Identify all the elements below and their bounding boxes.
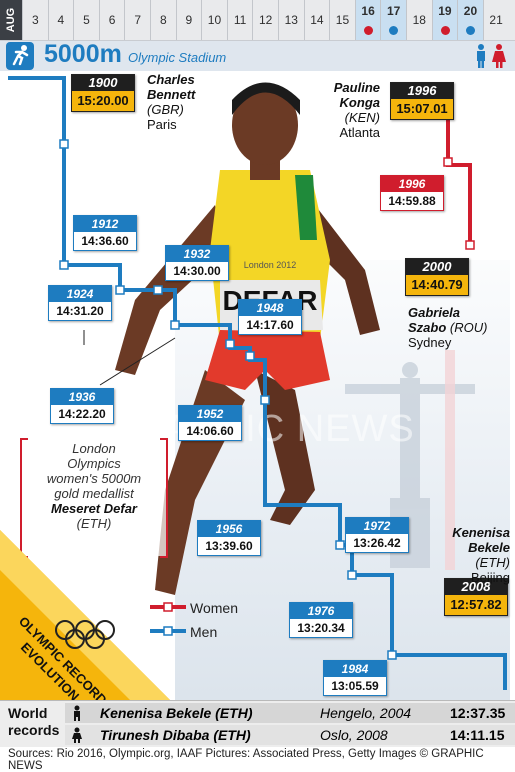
christ-statue-silhouette (345, 350, 475, 570)
day-label: 21 (489, 13, 503, 27)
record-box-1972: 1972 13:26.42 (345, 517, 409, 553)
men-women-icon (470, 43, 510, 74)
record-box-1984: 1984 13:05.59 (323, 660, 387, 696)
day-19: 19 (431, 0, 458, 40)
day-15: 15 (329, 0, 355, 40)
record-box-1924: 1924 14:31.20 (48, 285, 112, 321)
record-box-1956: 1956 13:39.60 (197, 520, 261, 556)
men-line-markers (59, 139, 397, 660)
day-label: 19 (438, 4, 452, 18)
day-7: 7 (124, 0, 150, 40)
day-label: 7 (134, 13, 142, 27)
record-box-1948: 1948 14:17.60 (238, 299, 302, 335)
day-5: 5 (73, 0, 99, 40)
record-evolution-banner: OLYMPIC RECORD EVOLUTION (0, 530, 175, 705)
day-label: 6 (108, 13, 116, 27)
record-box-women-1996b: 1996 14:59.88 (380, 175, 444, 211)
record-box-1900: 1900 15:20.00 (71, 74, 135, 112)
month-label: AUG (0, 0, 22, 40)
day-4: 4 (47, 0, 74, 40)
day-label: 14 (310, 13, 324, 27)
athlete-bekele: Kenenisa Bekele (ETH) Beijing (452, 525, 510, 585)
day-label: 5 (83, 13, 90, 27)
wr-row-men: Kenenisa Bekele (ETH) Hengelo, 2004 12:3… (65, 703, 515, 723)
male-icon (74, 705, 80, 721)
day-label: 18 (412, 13, 426, 27)
day-label: 20 (463, 4, 478, 18)
world-records-panel: World records Kenenisa Bekele (ETH) Heng… (0, 700, 515, 747)
day-18: 18 (406, 0, 432, 40)
day-12: 12 (252, 0, 278, 40)
event-dot-icon (440, 26, 450, 35)
day-17: 17 (380, 0, 406, 40)
olympic-rings-icon (55, 620, 115, 649)
day-13: 13 (278, 0, 304, 40)
day-label: 15 (335, 13, 350, 27)
day-11: 11 (226, 0, 253, 40)
women-line-markers (443, 157, 475, 250)
legend-men: Men (190, 624, 218, 640)
day-label: 4 (57, 13, 65, 27)
wr-row-women: Tirunesh Dibaba (ETH) Oslo, 2008 14:11.1… (65, 725, 515, 745)
day-label: 8 (159, 13, 167, 27)
venue-label: Olympic Stadium (128, 50, 227, 65)
record-box-1936: 1936 14:22.20 (50, 388, 114, 424)
runner-icon (6, 42, 34, 70)
day-21: 21 (482, 0, 509, 40)
day-label: 11 (233, 13, 247, 27)
event-dot-icon (389, 26, 399, 35)
record-box-1932: 1932 14:30.00 (165, 245, 229, 281)
bib-event: London 2012 (244, 260, 297, 270)
day-9: 9 (175, 0, 202, 40)
day-label: 10 (207, 13, 222, 27)
day-20: 20 (457, 0, 483, 40)
date-bar: AUG 3 4 5 6 7 8 9 10 11 12 13 14 15 16 17 18 19 20 21 (0, 0, 515, 41)
women-record-line (446, 115, 472, 245)
day-8: 8 (150, 0, 176, 40)
athlete-szabo: Gabriela Szabo (ROU) Sydney (408, 305, 488, 350)
day-label: 16 (361, 4, 375, 18)
event-dot-icon (363, 26, 373, 35)
day-6: 6 (98, 0, 125, 40)
day-label: 17 (387, 4, 401, 18)
day-16: 16 (354, 0, 381, 40)
sources-footer: Sources: Rio 2016, Olympic.org, IAAF Pic… (8, 748, 484, 772)
record-box-1976: 1976 13:20.34 (289, 602, 353, 638)
day-label: 13 (284, 13, 298, 27)
page-title: 5000m (44, 40, 122, 68)
men-record-line (8, 76, 507, 690)
record-box-women-2000: 2000 14:40.79 (405, 258, 469, 296)
legend-swatches (150, 602, 186, 636)
record-box-2008: 2008 12:57.82 (444, 578, 508, 616)
record-box-1912: 1912 14:36.60 (73, 215, 137, 251)
event-dot-icon (466, 26, 476, 35)
title-bar (0, 41, 515, 71)
caption-box: London Olympics women's 5000m gold medal… (20, 438, 168, 558)
wr-label-1: World (8, 705, 48, 721)
record-box-women-1996a: 1996 15:07.01 (390, 82, 454, 120)
day-14: 14 (303, 0, 330, 40)
day-label: 9 (185, 13, 193, 27)
day-10: 10 (201, 0, 227, 40)
athlete-konga: Pauline Konga (KEN) Atlanta (333, 80, 380, 140)
record-box-1952: 1952 14:06.60 (178, 405, 242, 441)
wr-label-2: records (8, 722, 60, 738)
day-3: 3 (22, 0, 48, 40)
athlete-bennett: Charles Bennett (GBR) Paris (147, 72, 196, 132)
day-label: 12 (259, 13, 273, 27)
female-icon (72, 727, 82, 743)
legend-women: Women (190, 600, 238, 616)
day-label: 3 (31, 13, 39, 27)
